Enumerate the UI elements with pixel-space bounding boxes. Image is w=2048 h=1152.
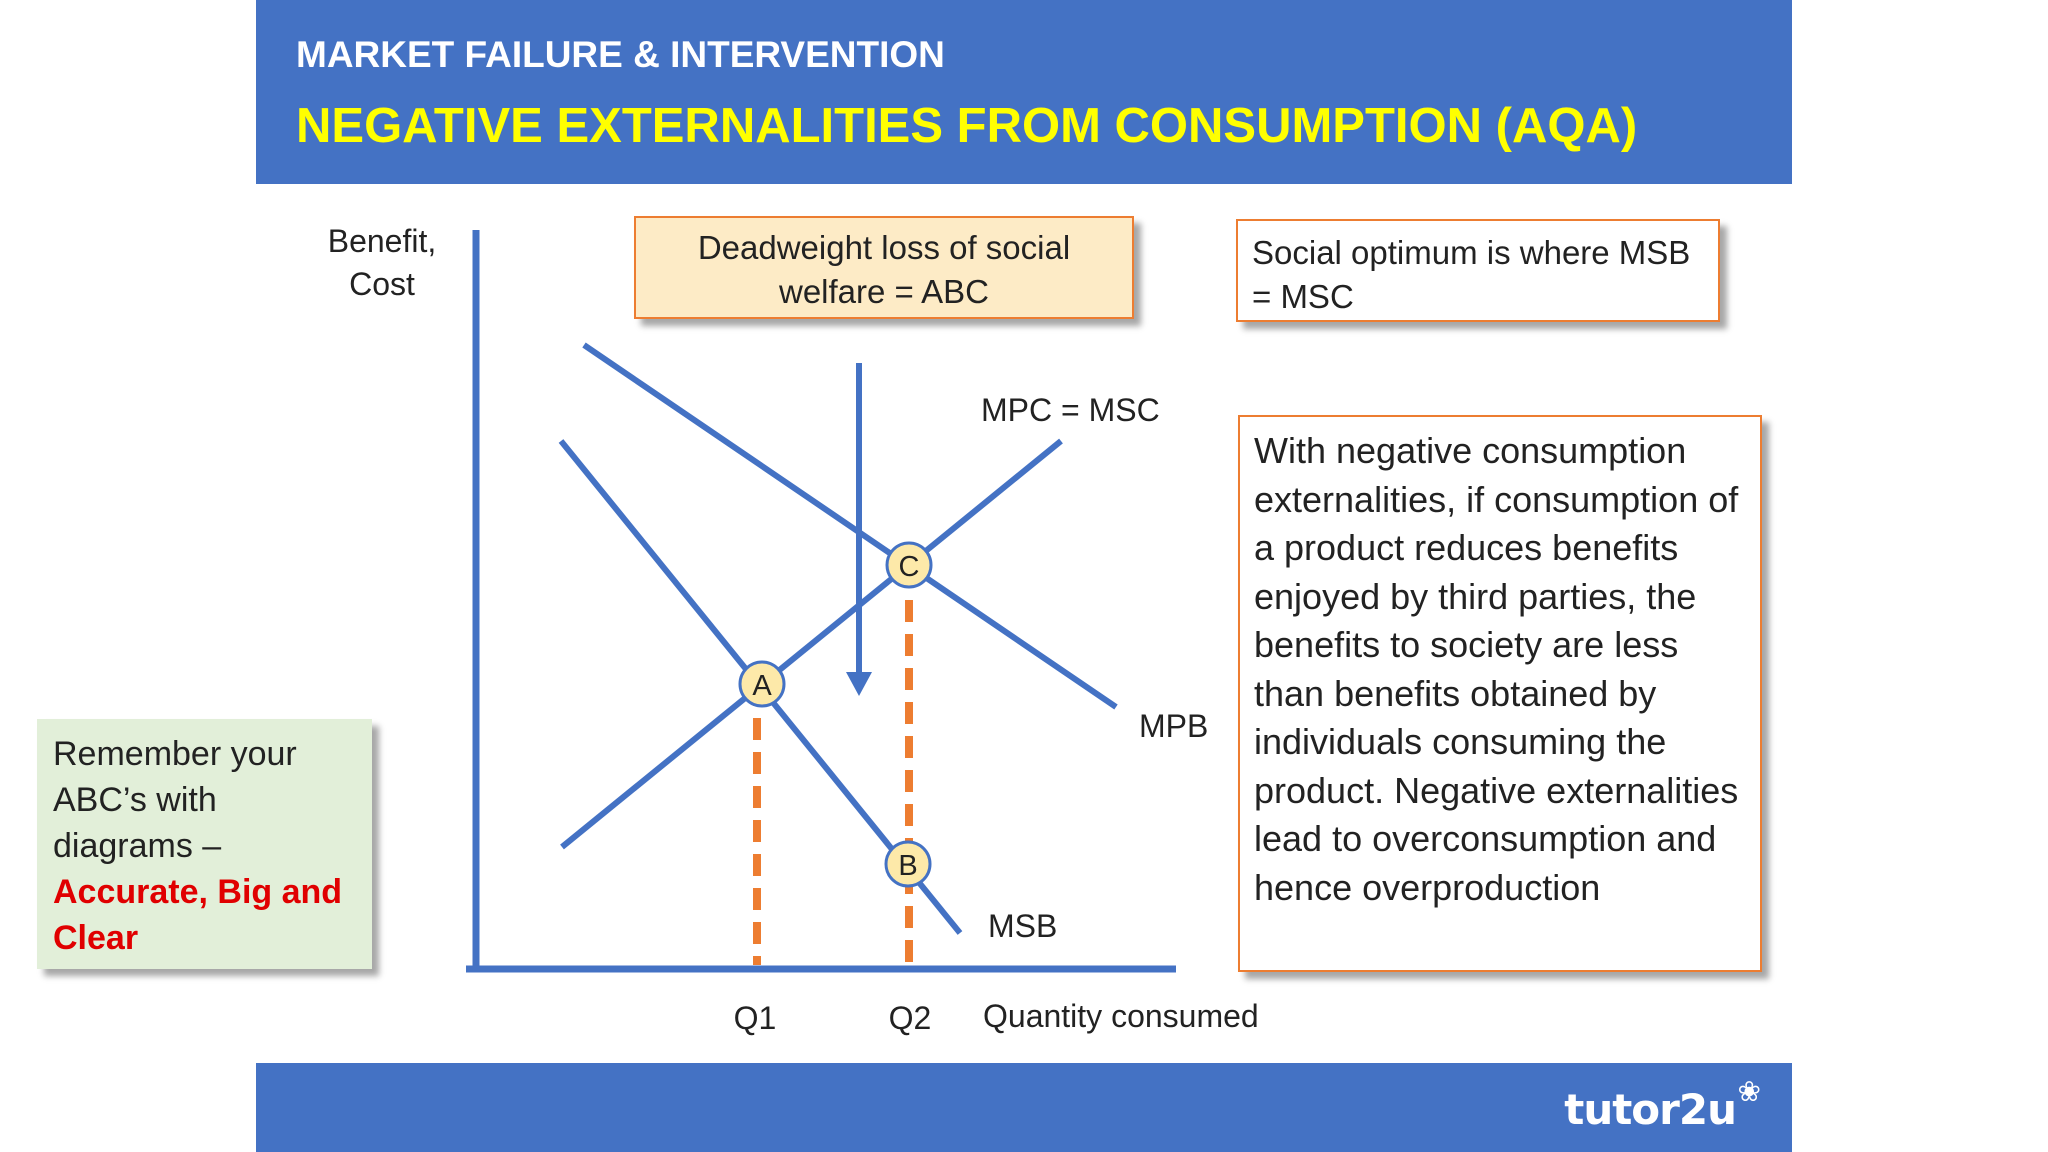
- footer-banner: tutor2u ❀: [256, 1063, 1792, 1152]
- shift-arrow-head: [846, 672, 872, 696]
- slide-title: NEGATIVE EXTERNALITIES FROM CONSUMPTION …: [296, 99, 1638, 153]
- q2-label: Q2: [889, 1000, 932, 1036]
- mpc-msc-curve: [560, 438, 1063, 850]
- tutor2u-logo: tutor2u ❀: [1564, 1075, 1761, 1134]
- tip-emphasis: Accurate, Big and Clear: [53, 873, 343, 957]
- point-c-label: C: [899, 551, 920, 583]
- social-optimum-callout: Social optimum is where MSB = MSC: [1236, 219, 1720, 322]
- point-b-label: B: [898, 850, 917, 882]
- tip-text: Remember your ABC’s with diagrams –: [53, 735, 297, 865]
- mpb-curve: [582, 342, 1118, 710]
- mpc-msc-label: MPC = MSC: [981, 392, 1160, 428]
- section-kicker: MARKET FAILURE & INTERVENTION: [296, 34, 945, 75]
- flower-icon: ❀: [1737, 1075, 1761, 1108]
- y-axis-label-line2: Cost: [349, 266, 415, 302]
- point-b: [884, 840, 932, 888]
- y-axis-label-line1: Benefit,: [328, 223, 437, 259]
- q1-label: Q1: [734, 1000, 777, 1036]
- mpb-label: MPB: [1139, 708, 1208, 744]
- x-axis-label: Quantity consumed: [983, 998, 1259, 1034]
- point-a: [738, 660, 786, 708]
- header-banner: MARKET FAILURE & INTERVENTION NEGATIVE E…: [256, 0, 1792, 184]
- explanation-textbox: With negative consumption externalities,…: [1238, 415, 1762, 972]
- point-a-label: A: [752, 670, 772, 702]
- logo-text: tutor2u: [1564, 1085, 1737, 1134]
- msb-label: MSB: [988, 908, 1057, 944]
- deadweight-loss-callout: Deadweight loss of social welfare = ABC: [634, 216, 1134, 319]
- abc-tip-box: Remember your ABC’s with diagrams – Accu…: [37, 719, 372, 969]
- point-c: [885, 541, 933, 589]
